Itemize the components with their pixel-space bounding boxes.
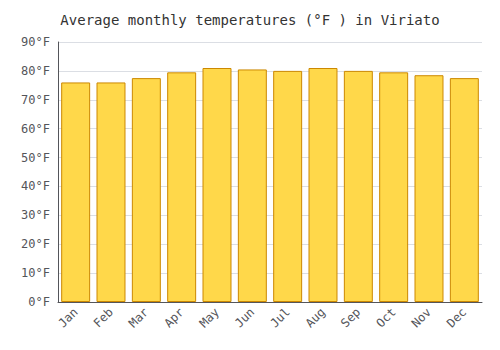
svg-text:Aug: Aug: [303, 305, 328, 330]
svg-text:Apr: Apr: [161, 305, 186, 330]
svg-text:30°F: 30°F: [21, 208, 50, 222]
svg-text:Jun: Jun: [232, 305, 257, 330]
svg-text:70°F: 70°F: [21, 93, 50, 107]
svg-text:20°F: 20°F: [21, 237, 50, 251]
svg-text:May: May: [197, 305, 222, 330]
svg-text:10°F: 10°F: [21, 266, 50, 280]
svg-text:50°F: 50°F: [21, 151, 50, 165]
svg-text:Average monthly temperatures (: Average monthly temperatures (°F ) in Vi…: [60, 12, 439, 28]
svg-text:Nov: Nov: [409, 305, 434, 330]
svg-text:Jul: Jul: [267, 305, 292, 330]
svg-text:0°F: 0°F: [28, 295, 50, 309]
svg-text:40°F: 40°F: [21, 179, 50, 193]
svg-text:Sep: Sep: [338, 305, 363, 330]
svg-text:60°F: 60°F: [21, 122, 50, 136]
svg-text:Oct: Oct: [373, 305, 398, 330]
svg-text:Jan: Jan: [55, 305, 80, 330]
svg-text:Dec: Dec: [444, 305, 469, 330]
svg-text:90°F: 90°F: [21, 35, 50, 49]
svg-text:Mar: Mar: [126, 305, 151, 330]
svg-text:Feb: Feb: [91, 305, 116, 330]
svg-text:80°F: 80°F: [21, 64, 50, 78]
